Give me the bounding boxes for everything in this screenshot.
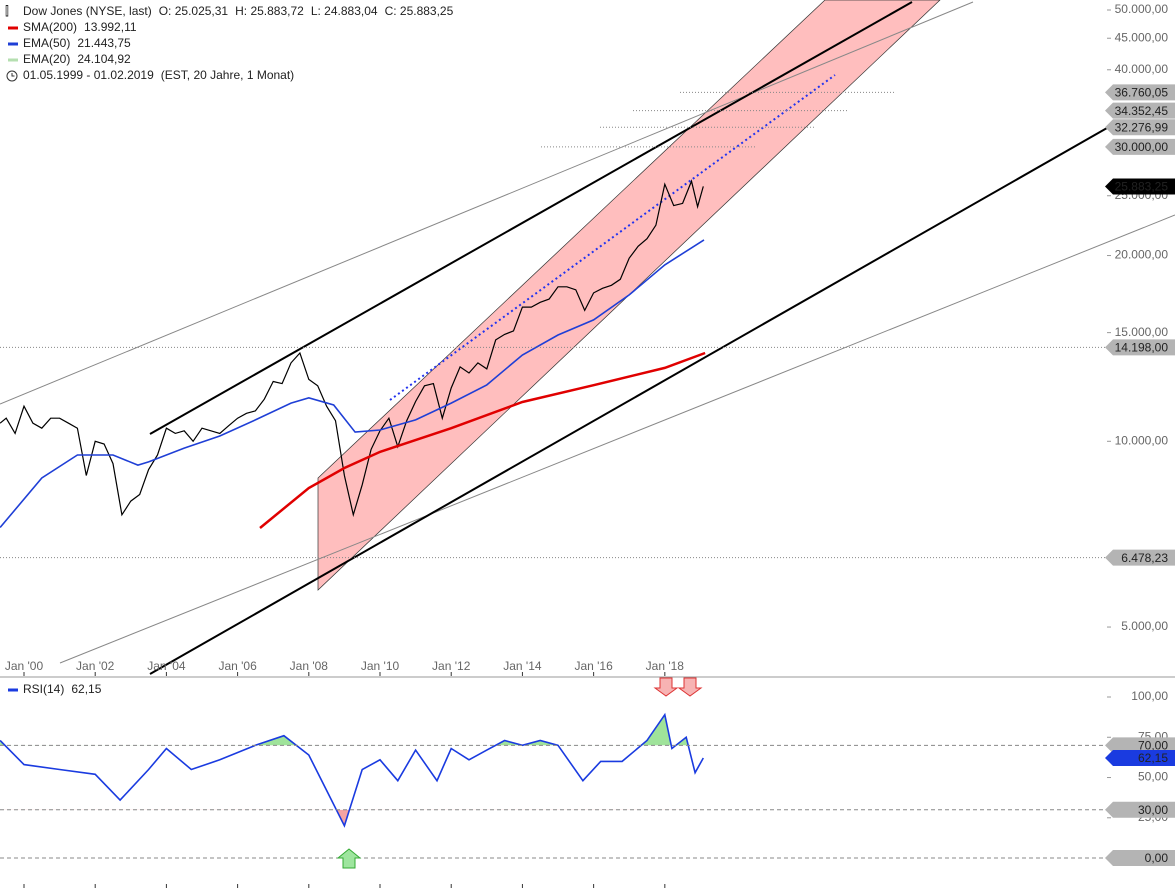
x-tick-label: Jan '08 <box>290 659 329 673</box>
price-box <box>1105 102 1175 119</box>
price-box-label: 14.198,00 <box>1115 341 1169 355</box>
legend-text: 62,15 <box>71 682 101 696</box>
x-tick-label: Jan '04 <box>147 659 186 673</box>
y-tick-label: 10.000,00 <box>1115 433 1169 447</box>
price-box <box>1105 178 1175 195</box>
legend-text: 24.104,92 <box>77 52 131 66</box>
price-box <box>1105 138 1175 155</box>
price-box-label: 34.352,45 <box>1115 104 1169 118</box>
legend-swatch <box>8 42 18 46</box>
price-box-label: 6.478,23 <box>1121 551 1168 565</box>
sell-arrow <box>653 677 679 697</box>
trend-line <box>0 1 974 405</box>
price-box <box>1105 339 1175 356</box>
x-tick-label: Jan '00 <box>5 659 44 673</box>
legend-text: (EST, 20 Jahre, 1 Monat) <box>161 68 294 82</box>
y-tick-label: 5.000,00 <box>1121 619 1168 633</box>
price-box <box>1105 749 1175 766</box>
x-tick-label: Jan '10 <box>361 659 400 673</box>
price-box-label: 36.760,05 <box>1115 86 1169 100</box>
y-tick-label: 20.000,00 <box>1115 248 1169 262</box>
price-box <box>1105 549 1175 566</box>
x-tick-label: Jan '06 <box>218 659 257 673</box>
y-tick-label: 45.000,00 <box>1115 30 1169 44</box>
series-line <box>0 179 704 518</box>
legend-text: 13.992,11 <box>84 20 137 34</box>
trend-line <box>149 127 1108 675</box>
legend-text: H: 25.883,72 <box>235 4 304 18</box>
x-tick-label: Jan '14 <box>503 659 542 673</box>
price-box-label: 30.000,00 <box>1115 140 1169 154</box>
legend-text: O: 25.025,31 <box>159 4 229 18</box>
legend-swatch <box>8 688 18 692</box>
price-box <box>1105 119 1175 136</box>
y-tick-label: 15.000,00 <box>1115 325 1169 339</box>
price-box <box>1105 801 1175 818</box>
level-area <box>0 714 689 746</box>
legend-text: EMA(50) <box>23 36 70 50</box>
trend-line <box>149 1 913 435</box>
price-box <box>1105 850 1175 867</box>
legend-swatch <box>8 26 18 30</box>
legend-text: EMA(20) <box>23 52 70 66</box>
series-line <box>0 239 705 529</box>
clock-hand <box>11 73 15 77</box>
clock-icon <box>6 70 18 82</box>
price-box-label: 70,00 <box>1138 738 1168 752</box>
y-tick-label: 50,00 <box>1138 770 1168 784</box>
x-tick-label: Jan '18 <box>646 659 685 673</box>
level-area <box>0 809 704 826</box>
projection-line <box>389 74 836 401</box>
x-tick-label: Jan '02 <box>76 659 115 673</box>
series-line <box>0 712 704 828</box>
price-box <box>1105 737 1175 754</box>
legend-icon: ⫿ <box>5 4 9 18</box>
legend-text: L: 24.883,04 <box>311 4 378 18</box>
y-tick-label: 40.000,00 <box>1115 62 1169 76</box>
y-tick-label: 50.000,00 <box>1115 2 1169 16</box>
legend-text: Dow Jones (NYSE, last) <box>23 4 152 18</box>
price-box-label: 62,15 <box>1138 751 1168 765</box>
legend-text: 21.443,75 <box>77 36 131 50</box>
buy-arrow <box>336 848 362 869</box>
x-tick-label: Jan '16 <box>574 659 613 673</box>
legend-text: SMA(200) <box>23 20 77 34</box>
price-box <box>1105 84 1175 101</box>
legend-text: RSI(14) <box>23 682 64 696</box>
price-box-label: 25.883,25 <box>1115 180 1169 194</box>
legend-swatch <box>8 58 18 62</box>
series-line <box>259 351 706 529</box>
legend-text: C: 25.883,25 <box>385 4 454 18</box>
x-tick-label: Jan '12 <box>432 659 471 673</box>
sell-arrow <box>677 677 703 697</box>
price-box-label: 30,00 <box>1138 803 1168 817</box>
price-box-label: 32.276,99 <box>1115 120 1169 134</box>
trend-line <box>59 214 1175 664</box>
legend-text: 01.05.1999 - 01.02.2019 <box>23 68 154 82</box>
y-tick-label: 100,00 <box>1131 689 1168 703</box>
price-box-label: 0,00 <box>1145 851 1169 865</box>
